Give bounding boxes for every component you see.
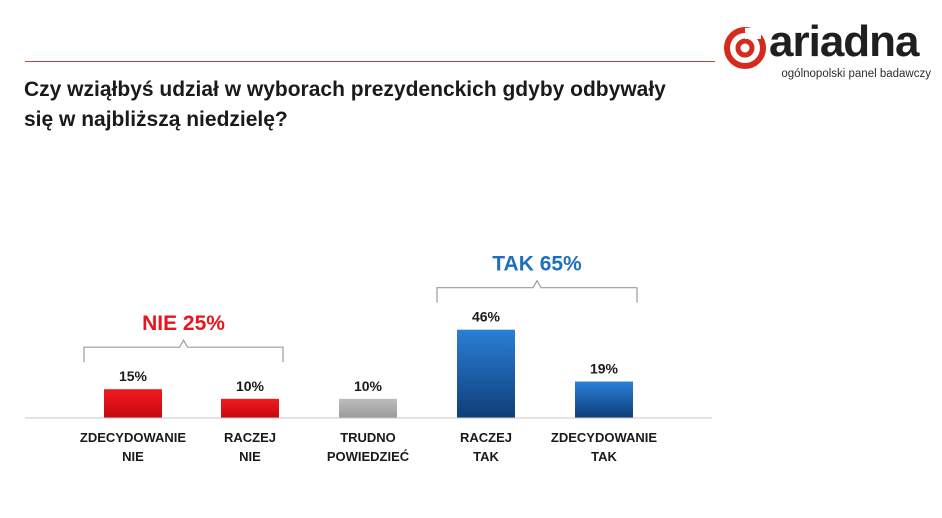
survey-question: Czy wziąłbyś udział w wyborach prezydenc…	[24, 78, 666, 131]
category-label-4-1: TAK	[591, 449, 617, 464]
bar-1	[221, 398, 279, 418]
bar-0	[104, 389, 162, 418]
ariadna-logo-icon	[724, 27, 766, 69]
category-label-0-0: ZDECYDOWANIE	[80, 430, 187, 445]
category-label-3-0: RACZEJ	[460, 430, 512, 445]
category-label-2-0: TRUDNO	[340, 430, 396, 445]
bar-2	[339, 398, 397, 418]
bar-value-label-1: 10%	[236, 378, 265, 394]
category-label-4-0: ZDECYDOWANIE	[551, 430, 658, 445]
bar-4	[575, 381, 633, 418]
bar-value-label-3: 46%	[472, 309, 501, 325]
group-total-label-1: TAK 65%	[492, 253, 582, 276]
category-label-3-1: TAK	[473, 449, 499, 464]
group-bracket-0	[83, 338, 284, 363]
bar-value-label-0: 15%	[119, 368, 148, 384]
group-total-label-0: NIE 25%	[142, 312, 225, 335]
bar-value-label-2: 10%	[354, 378, 383, 394]
category-label-2-1: POWIEDZIEĆ	[327, 449, 410, 464]
category-label-1-0: RACZEJ	[224, 430, 276, 445]
header-rule	[25, 61, 715, 62]
bar-value-label-4: 19%	[590, 361, 619, 377]
logo-wordmark: ariadna	[769, 17, 920, 66]
category-label-1-1: NIE	[239, 449, 261, 464]
group-bracket-1	[436, 279, 638, 303]
logo-tagline: ogólnopolski panel badawczy	[781, 68, 931, 80]
ariadna-logo: ariadna ogólnopolski panel badawczy	[723, 20, 935, 86]
category-label-0-1: NIE	[122, 449, 144, 464]
bar-3	[457, 329, 515, 418]
